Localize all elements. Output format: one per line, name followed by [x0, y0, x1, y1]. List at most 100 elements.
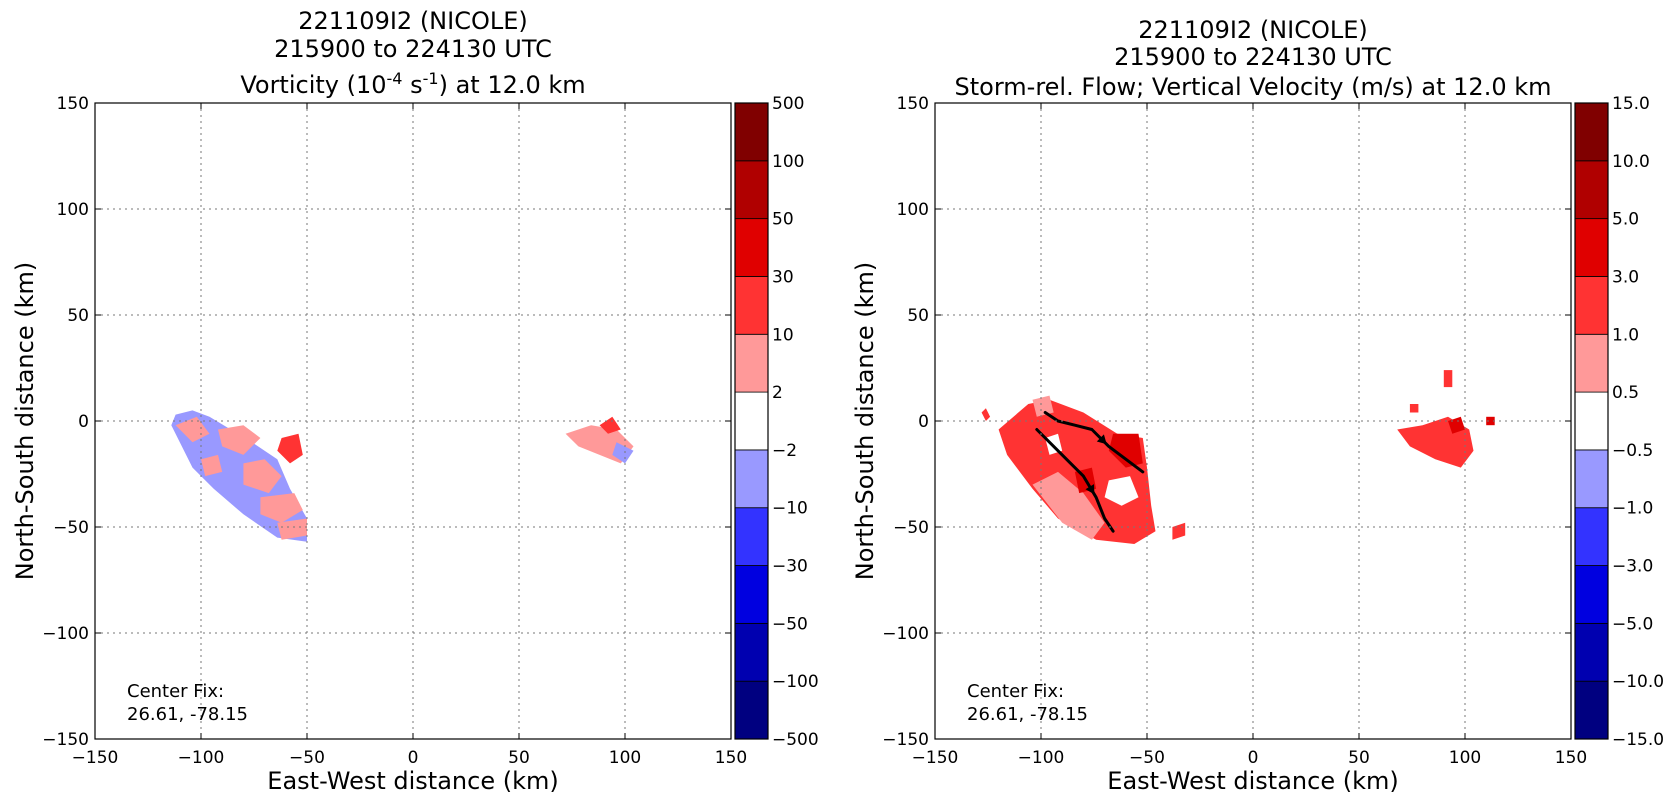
colorbar-segment: [734, 333, 769, 393]
streamline-arrow: [1096, 434, 1107, 445]
colorbar-label: −5.0: [1612, 614, 1653, 634]
x-tick-label: 100: [1449, 748, 1481, 768]
colorbar-segment: [734, 507, 769, 566]
y-axis-label: North-South distance (km): [11, 262, 39, 581]
colorbar-label: 100: [772, 152, 804, 172]
chart-title-line: 221109I2 (NICOLE): [1138, 16, 1368, 44]
colorbar-segment: [1574, 391, 1609, 451]
vorticity-panel: 221109I2 (NICOLE)215900 to 224130 UTC Vor…: [11, 7, 819, 795]
colorbar-frame: [1574, 102, 1609, 740]
y-tick-label: 50: [907, 306, 929, 326]
field-region-pos2: [175, 416, 210, 443]
colorbar-label: 5.0: [1612, 210, 1639, 230]
field-region-pos2: [277, 518, 307, 540]
title-part: ) at 12.0 km: [439, 71, 586, 99]
field-region-pos10: [1409, 404, 1419, 413]
chart-title-line: 215900 to 224130 UTC: [1114, 43, 1392, 71]
colorbar-label: −15.0: [1612, 730, 1664, 750]
colorbar-label: 3.0: [1612, 267, 1639, 287]
y-tick-label: 0: [78, 412, 89, 432]
data-regions: [171, 410, 634, 542]
colorbar-label: −30: [772, 557, 808, 577]
y-tick-label: −50: [53, 518, 89, 538]
x-tick-label: 100: [609, 748, 641, 768]
plot-frame: [934, 102, 1572, 740]
field-region-pos10: [277, 433, 303, 464]
field-region-pos2: [260, 493, 303, 523]
colorbar-segment: [1574, 507, 1609, 566]
x-tick-label: −50: [289, 748, 325, 768]
chart-title-variable: Vorticity (10-4 s-1) at 12.0 km: [240, 69, 585, 100]
title-part: -1: [423, 69, 439, 88]
x-tick-label: −150: [72, 748, 119, 768]
x-tick-label: 150: [1555, 748, 1587, 768]
colorbar-segment: [1574, 160, 1609, 220]
colorbar-segment: [734, 449, 769, 509]
field-region-pos05: [1032, 395, 1054, 417]
streamline-arrow: [1085, 484, 1095, 495]
colorbar-label: −500: [772, 730, 819, 750]
x-tick-label: −100: [178, 748, 225, 768]
colorbar-segment: [1574, 102, 1609, 162]
colorbar-label: 0.5: [1612, 383, 1639, 403]
x-tick-label: −50: [1129, 748, 1165, 768]
colorbar-segment: [734, 160, 769, 220]
colorbar-label: −2: [772, 441, 797, 461]
x-axis-label: East-West distance (km): [267, 767, 558, 795]
x-tick-label: −100: [1018, 748, 1065, 768]
colorbar-label: −10: [772, 499, 808, 519]
colorbar-segment: [734, 276, 769, 335]
colorbar-segment: [734, 391, 769, 451]
title-part: Vorticity (10: [240, 71, 386, 99]
center-fix-annotation: Center Fix:: [127, 681, 224, 702]
y-tick-label: 0: [918, 412, 929, 432]
colorbar-segment: [1574, 680, 1609, 740]
x-tick-label: −150: [912, 748, 959, 768]
field-region-pos2: [201, 454, 223, 477]
center-fix-annotation: Center Fix:: [967, 681, 1064, 702]
colorbar-segment: [1574, 449, 1609, 509]
chart-title-line: 221109I2 (NICOLE): [298, 7, 528, 35]
chart-title-line: Storm-rel. Flow; Vertical Velocity (m/s)…: [955, 73, 1552, 101]
colorbar-segment: [734, 102, 769, 162]
y-axis-label: North-South distance (km): [851, 262, 879, 581]
field-region-pos10: [1443, 370, 1453, 388]
chart-title-line: 215900 to 224130 UTC: [274, 35, 552, 63]
field-region-pos30: [1108, 433, 1143, 468]
x-tick-label: 50: [1348, 748, 1370, 768]
title-part: -4: [387, 69, 403, 88]
colorbar-label: 15.0: [1612, 94, 1650, 114]
y-tick-label: 100: [57, 200, 89, 220]
colorbar-segment: [1574, 218, 1609, 277]
field-region-pos2: [243, 459, 282, 494]
field-region-neg2: [612, 442, 634, 464]
y-tick-label: 50: [67, 306, 89, 326]
colorbar-label: −1.0: [1612, 499, 1653, 519]
field-region-pos10: [599, 416, 621, 434]
colorbar-segment: [734, 622, 769, 682]
streamline: [1043, 411, 1145, 474]
colorbar-segment: [1574, 565, 1609, 624]
colorbar-segment: [1574, 276, 1609, 335]
y-tick-label: 150: [897, 94, 929, 114]
colorbar-label: 2: [772, 383, 783, 403]
field-region-pos10: [981, 408, 991, 421]
colorbar-label: 30: [772, 267, 794, 287]
y-tick-label: −150: [882, 730, 929, 750]
colorbar-label: −50: [772, 614, 808, 634]
colorbar-label: −10.0: [1612, 672, 1664, 692]
colorbar-label: −100: [772, 672, 819, 692]
center-fix-annotation: 26.61, -78.15: [127, 704, 248, 725]
colorbar-label: −3.0: [1612, 557, 1653, 577]
plot-frame: [94, 102, 732, 740]
data-regions: [981, 370, 1495, 544]
y-tick-label: −50: [893, 518, 929, 538]
field-region-pos05: [1032, 471, 1105, 540]
colorbar-label: 1.0: [1612, 325, 1639, 345]
y-tick-label: 100: [897, 200, 929, 220]
y-tick-label: −100: [882, 624, 929, 644]
colorbar-label: 10.0: [1612, 152, 1650, 172]
title-part: s: [402, 71, 422, 99]
field-region-white: [1104, 476, 1139, 506]
